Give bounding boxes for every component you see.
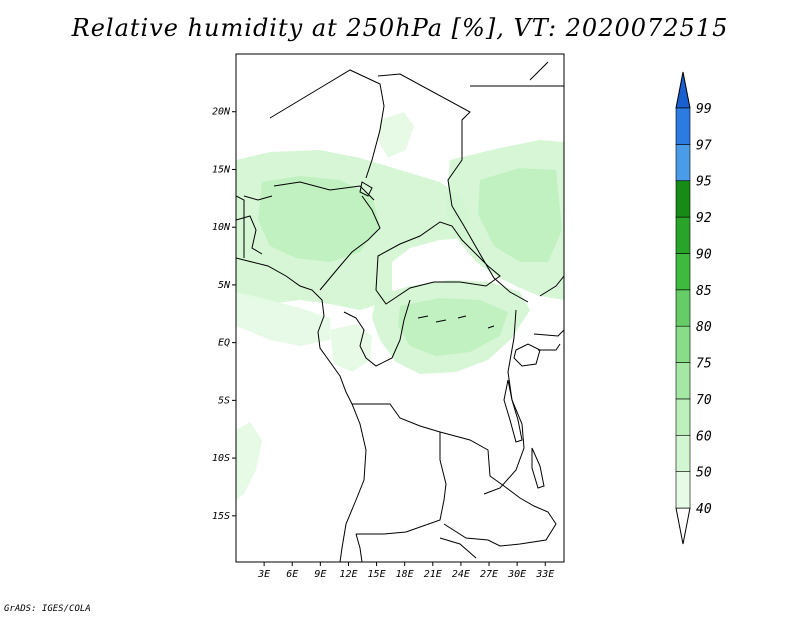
colorbar: 40 50 60 70 75 80 85 90 92 95 97 99 [675, 71, 712, 545]
lat-tick-label: 20N [212, 107, 231, 118]
congo-river-islands [417, 315, 495, 329]
lat-tick-label: 10N [212, 222, 231, 233]
map-frame [235, 53, 565, 563]
country-borders [236, 61, 564, 562]
colorbar-segment [675, 398, 691, 436]
border-angola [352, 403, 447, 535]
red-sea-coast [529, 61, 549, 81]
colorbar-segment [675, 325, 691, 363]
humidity-area-coast [236, 292, 330, 346]
lon-tick-label: 33E [535, 569, 554, 580]
humidity-area-congo-inner [398, 298, 508, 356]
colorbar-label: 60 [696, 429, 712, 444]
lon-tick-label: 9E [314, 569, 326, 580]
colorbar-label: 99 [696, 102, 712, 117]
border-car [375, 221, 501, 305]
border-congo-drc [343, 299, 411, 367]
colorbar-label: 95 [696, 175, 712, 190]
colorbar-segment [675, 362, 691, 400]
colorbar-segment [675, 216, 691, 254]
lat-tick-label: EQ [218, 338, 230, 349]
colorbar-over-triangle [675, 71, 691, 109]
border-drc-east [483, 309, 525, 495]
humidity-area-gabon [330, 324, 372, 372]
lake-victoria [513, 343, 541, 367]
colorbar-segment [675, 180, 691, 218]
colorbar-label: 75 [696, 357, 712, 372]
colorbar-segment [675, 144, 691, 182]
colorbar-label: 97 [696, 138, 712, 153]
border-niger-nigeria [273, 181, 375, 201]
lake-tanganyika [503, 379, 523, 443]
colorbar-label: 85 [696, 284, 712, 299]
border-algeria-niger [269, 69, 385, 179]
border-ethiopia [539, 275, 564, 297]
coastline-west-africa [236, 257, 367, 562]
colorbar-segment [675, 253, 691, 291]
border-nigeria-cameroon [319, 195, 381, 291]
lon-tick-label: 24E [452, 569, 470, 580]
colorbar-segment [675, 471, 691, 509]
border-west-strip [236, 195, 245, 258]
lat-tick-label: 5S [218, 395, 230, 406]
colorbar-segment [675, 289, 691, 327]
lon-tick-label: 3E [257, 569, 270, 580]
lon-tick-label: 27E [480, 569, 498, 580]
colorbar-label: 40 [696, 502, 712, 517]
border-zambia [439, 431, 557, 547]
colorbar-label: 92 [696, 211, 712, 226]
lat-tick-label: 5N [218, 280, 231, 291]
lake-chad [359, 181, 373, 197]
lon-tick-label: 12E [339, 569, 357, 580]
chart-title: Relative humidity at 250hPa [%], VT: 202… [71, 14, 729, 42]
humidity-area-south-streak [236, 422, 262, 500]
lon-tick-label: 21E [424, 569, 442, 580]
border-kenya [533, 329, 564, 351]
lat-tick-label: 15N [212, 164, 231, 175]
colorbar-label: 50 [696, 466, 712, 481]
colorbar-segment [675, 434, 691, 472]
lat-tick-label: 10S [212, 453, 230, 464]
humidity-area-east-inner [478, 168, 562, 262]
colorbar-label: 80 [696, 320, 712, 335]
colorbar-label: 90 [696, 247, 712, 262]
border-south-africa [355, 533, 477, 562]
border-guinea-gulf [236, 195, 273, 255]
lon-tick-label: 6E [286, 569, 298, 580]
humidity-shading [236, 112, 564, 500]
humidity-area-sahel-inner [258, 176, 380, 262]
colorbar-under-triangle [675, 507, 691, 545]
colorbar-label: 70 [696, 393, 712, 408]
lake-malawi [531, 447, 545, 489]
border-chad-sudan [377, 73, 529, 303]
humidity-area-north-streak [378, 112, 414, 158]
lon-tick-label: 30E [507, 569, 526, 580]
lon-tick-label: 15E [368, 569, 386, 580]
lat-tick-label: 15S [212, 511, 230, 522]
colorbar-segment [675, 107, 691, 145]
lon-tick-label: 18E [396, 569, 414, 580]
longitude-axis: 3E 6E 9E 12E 15E 18E 21E 24E 27E 30E 33E [257, 562, 554, 580]
latitude-axis: 20N 15N 10N 5N EQ 5S 10S 15S [212, 107, 236, 522]
credit-text: GrADS: IGES/COLA [4, 604, 91, 614]
